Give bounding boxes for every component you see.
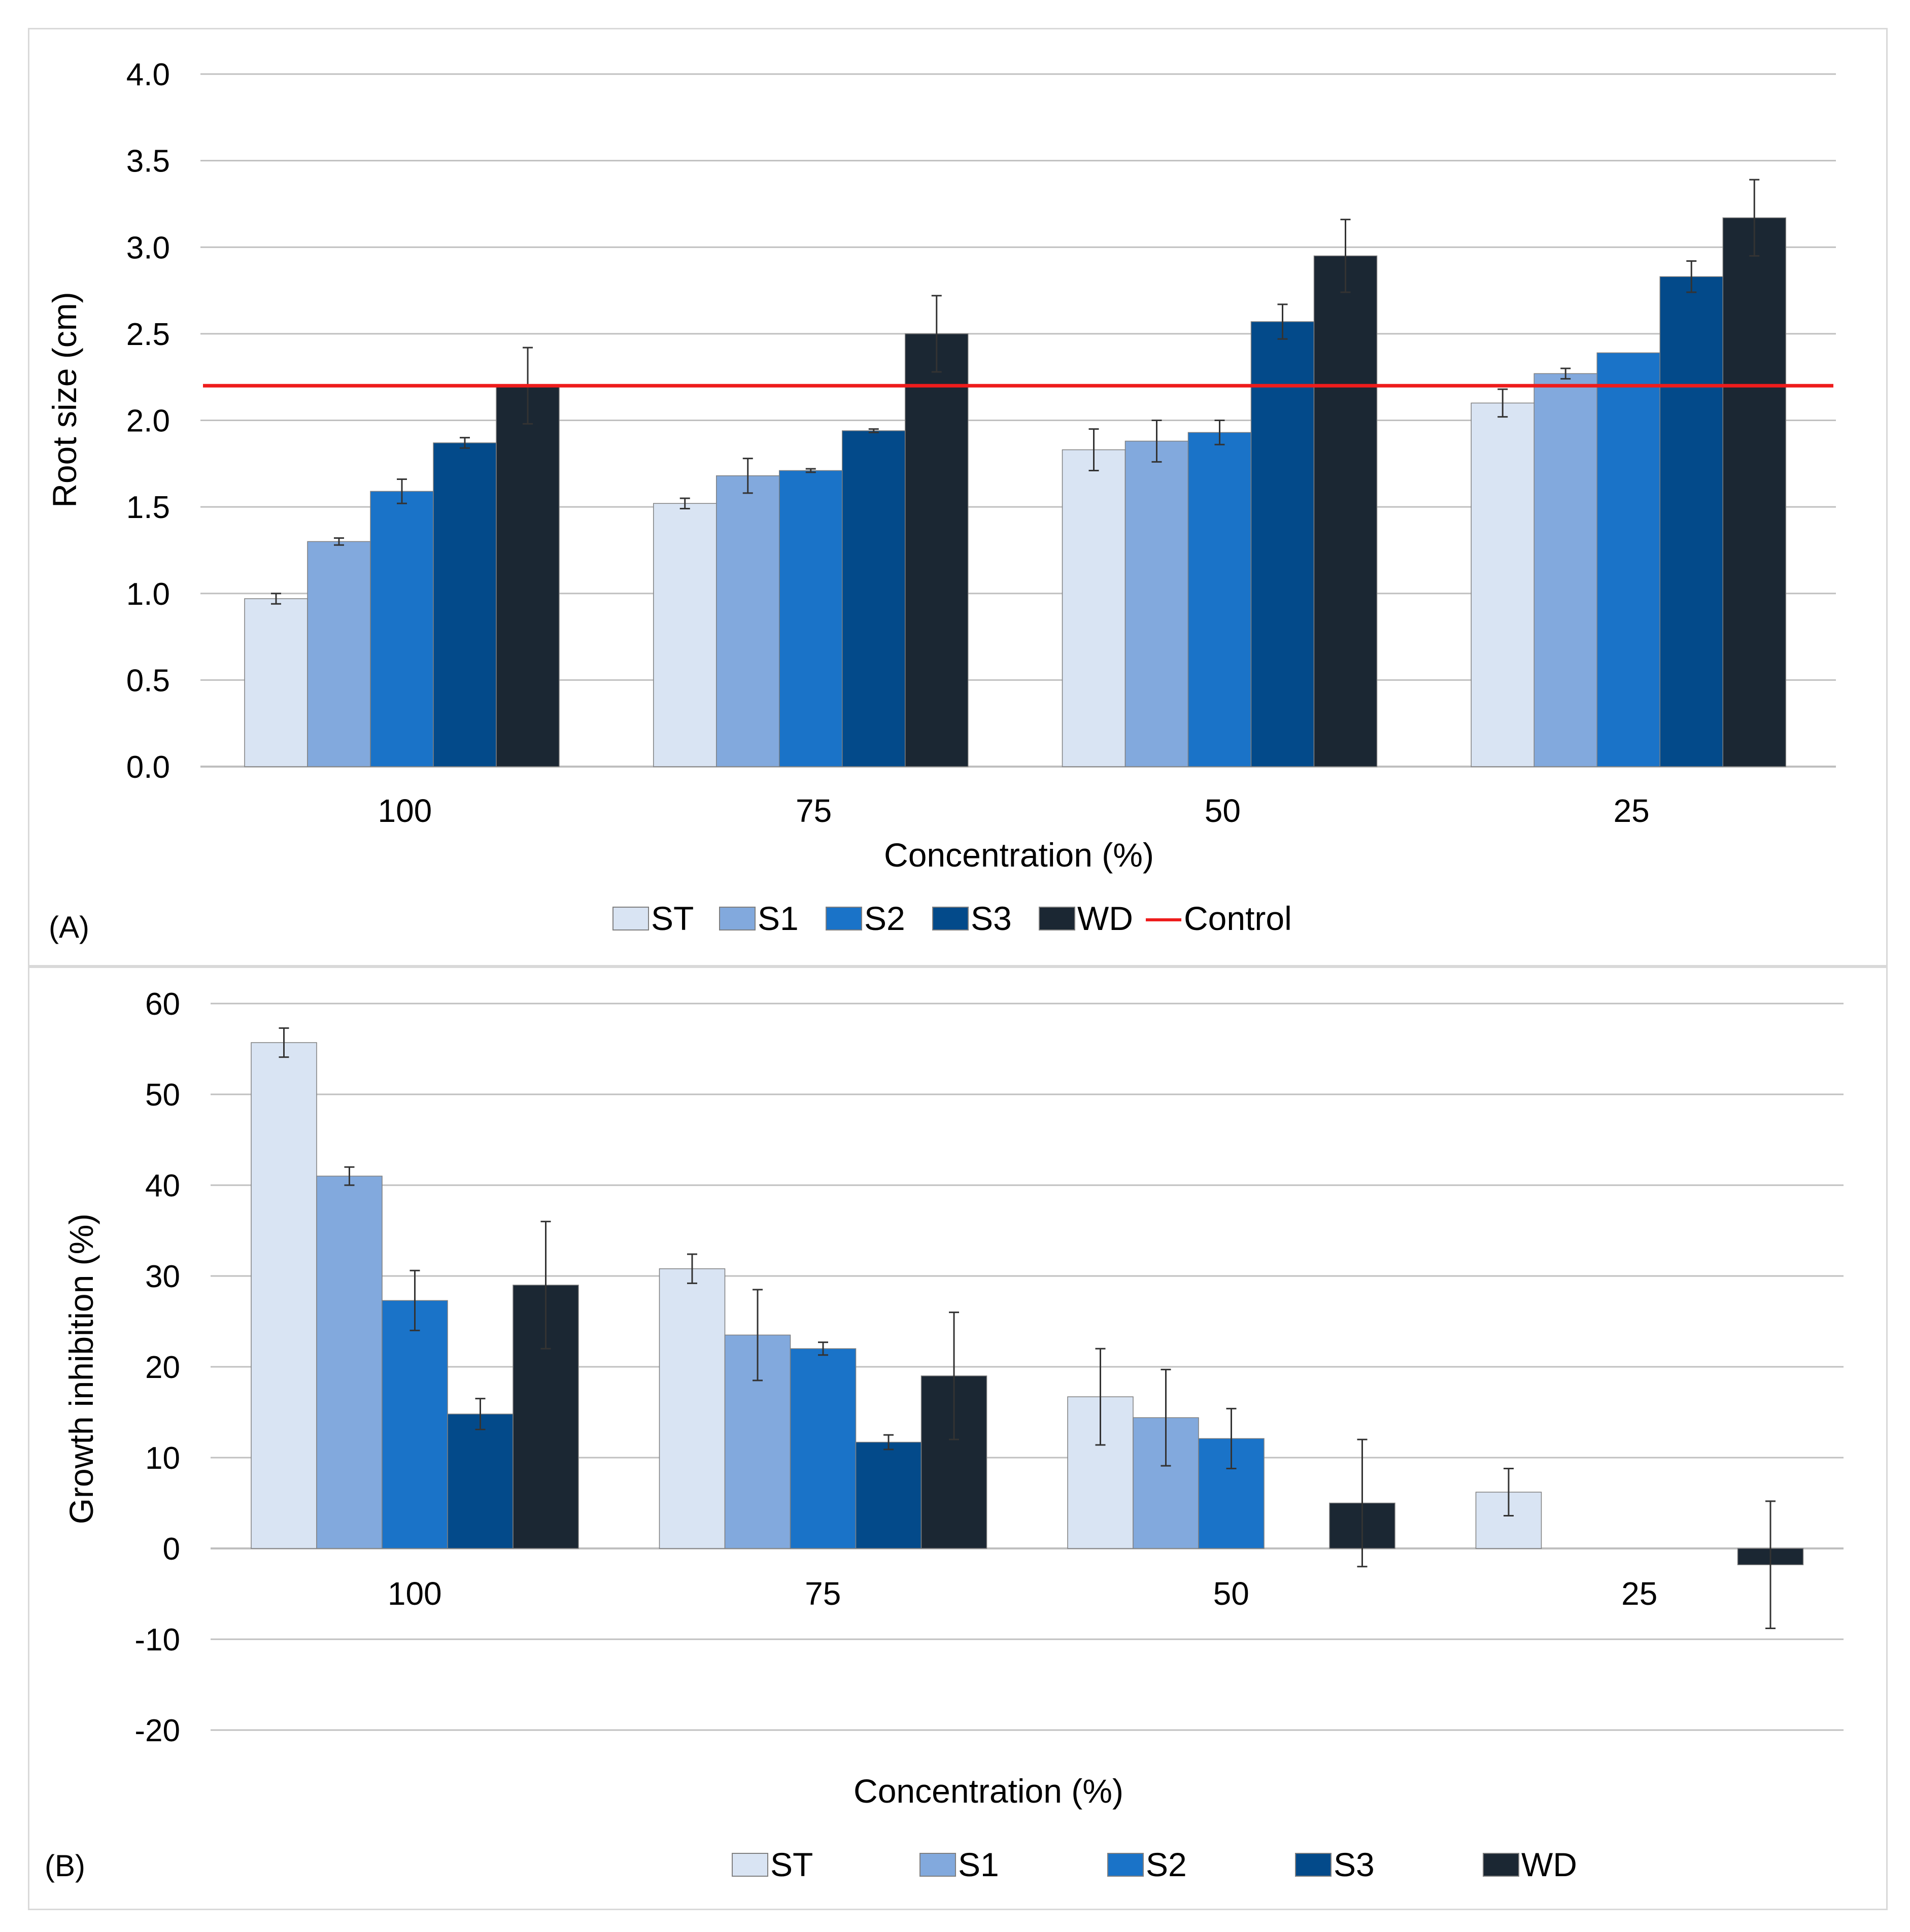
bar-S1-100 [316,1176,383,1549]
bar-ST-100 [251,1042,317,1549]
y-tick-label: 1.0 [126,577,170,612]
y-tick-label: 4.0 [126,57,170,92]
legend-label-S1: S1 [758,900,799,937]
legend-swatch-ST [612,907,649,930]
bar-ST-100 [244,598,308,767]
y-tick-label: 0.0 [126,750,170,785]
bar-S1-100 [307,541,371,767]
x-tick-label: 50 [1205,792,1241,829]
legend-label-S3: S3 [971,900,1012,937]
y-tick-label: 20 [145,1350,180,1385]
y-tick-label: 30 [145,1259,180,1294]
legend-swatch-S3 [1295,1853,1332,1877]
y-tick-label: 2.0 [126,404,170,439]
legend-label-S3: S3 [1334,1846,1375,1883]
x-tick-label: 25 [1614,792,1650,829]
x-axis-title: Concentration (%) [884,836,1154,874]
y-tick-label: -10 [134,1623,180,1658]
y-tick-label: 40 [145,1168,180,1203]
bar-S1-25 [1533,373,1597,767]
y-tick-label: 3.5 [126,144,170,179]
y-axis-title: Root size (cm) [46,292,83,507]
y-tick-label: 1.5 [126,490,170,525]
x-axis-title: Concentration (%) [854,1772,1123,1810]
y-tick-label: 10 [145,1441,180,1476]
chart-panel-a: 0.0 0.5 1.0 1.5 2.0 2.5 3.0 3.5 4.0 100 75 50 25 Conc… [28,28,1888,967]
bar-S2-100 [370,491,434,767]
legend-label-ST: ST [770,1846,813,1883]
legend-label-WD: WD [1521,1846,1577,1883]
bar-ST-75 [659,1268,726,1549]
bar-ST-75 [653,503,717,767]
legend-label-S2: S2 [864,900,905,937]
legend-swatch-S2 [826,907,862,930]
bar-S1-75 [716,475,780,767]
y-tick-label: 3.0 [126,230,170,265]
bar-S2-50 [1187,432,1252,767]
bar-S3-100 [433,442,497,767]
bar-S3-50 [1250,321,1315,767]
root-size-chart: 0.0 0.5 1.0 1.5 2.0 2.5 3.0 3.5 4.0 100 75 50 25 Conc… [46,57,1836,937]
y-tick-label: 2.5 [126,317,170,352]
bar-ST-25 [1471,402,1534,767]
legend-swatch-S1 [719,907,756,930]
legend-swatch-S1 [919,1853,956,1877]
legend-swatch-ST [732,1853,768,1877]
bar-WD-50 [1313,255,1378,767]
x-tick-label: 75 [796,792,832,829]
legend-swatch-S3 [932,907,969,930]
bar-WD-100 [496,385,560,767]
bar-S2-100 [382,1300,448,1549]
x-tick-label: 100 [388,1575,442,1612]
panel-label-b: (B) [45,1849,85,1883]
bar-S3-75 [855,1441,922,1549]
chart-panel-b: -20 -10 0 10 20 30 40 50 60 100 75 50 25 Concentratio… [28,967,1888,1910]
bar-ST-50 [1062,449,1126,767]
bar-S3-75 [842,430,906,767]
y-tick-label: 60 [145,987,180,1022]
legend-label-S2: S2 [1146,1846,1187,1883]
legend-label-WD: WD [1077,900,1133,937]
y-tick-label: 50 [145,1078,180,1113]
bar-S2-75 [790,1348,857,1549]
bar-S3-25 [1659,276,1723,767]
legend-label-S1: S1 [958,1846,999,1883]
legend-swatch-S2 [1107,1853,1144,1877]
x-tick-label: 75 [805,1575,841,1612]
y-axis-title: Growth inhibition (%) [62,1214,100,1525]
legend-label-ST: ST [651,900,694,937]
y-tick-label: -20 [134,1713,180,1748]
bar-WD-25 [1722,217,1786,767]
bar-WD-75 [905,333,969,767]
panel-label-a: (A) [49,910,89,944]
growth-inhibition-chart: -20 -10 0 10 20 30 40 50 60 100 75 50 25 Concentratio… [62,987,1844,1883]
bar-S2-75 [779,470,843,767]
bar-S3-100 [447,1413,514,1549]
x-tick-label: 100 [378,792,432,829]
legend-swatch-WD [1039,907,1075,930]
x-tick-label: 25 [1621,1575,1657,1612]
bar-S1-50 [1124,440,1189,767]
y-tick-label: 0.5 [126,663,170,698]
y-tick-label: 0 [163,1532,180,1567]
legend-label-control: Control [1184,900,1292,937]
legend-swatch-WD [1483,1853,1519,1877]
bar-S2-25 [1596,352,1660,767]
x-tick-label: 50 [1213,1575,1249,1612]
